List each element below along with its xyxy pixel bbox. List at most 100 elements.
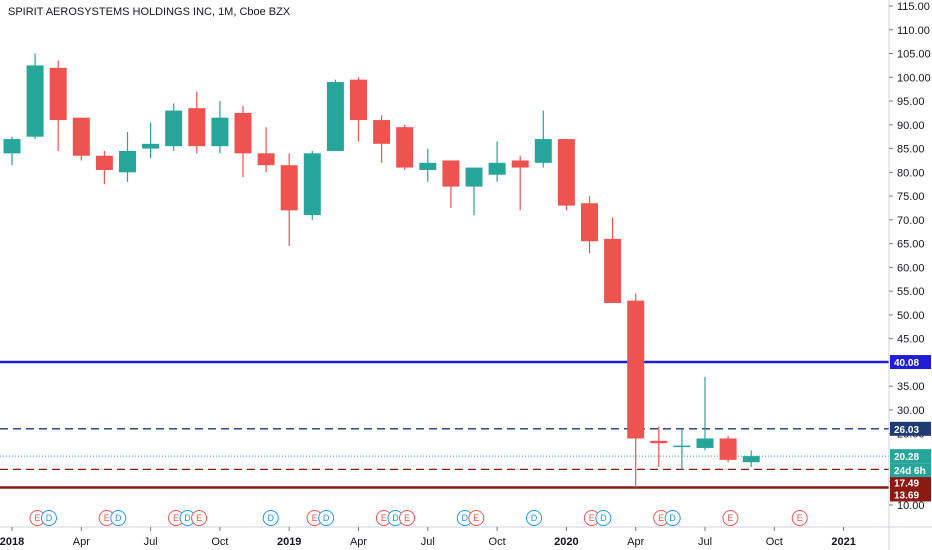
badge-letter: E [104, 513, 110, 523]
earnings-badge[interactable]: E [399, 510, 416, 526]
badge-letter: D [600, 513, 607, 523]
dividend-badge[interactable]: D [318, 510, 335, 526]
y-tick-label: 45.00 [897, 334, 925, 346]
y-tick-label: 70.00 [897, 215, 925, 227]
price-label-13.69: 13.69 [890, 487, 931, 502]
candle [604, 217, 622, 304]
badge-letter: D [669, 513, 676, 523]
price-label-40.08-text: 40.08 [894, 358, 919, 369]
candle [119, 131, 136, 182]
candle-body [465, 167, 483, 187]
candle-body [650, 440, 668, 444]
badge-circle [595, 510, 612, 526]
badge-letter: E [473, 513, 479, 523]
candle [211, 101, 229, 154]
x-tick-label: Jul [698, 536, 712, 548]
dividend-badge[interactable]: D [40, 510, 57, 526]
badge-letter: D [184, 513, 191, 523]
earnings-badge[interactable]: E [583, 510, 600, 526]
candle-body [72, 117, 90, 156]
y-tick-label: 75.00 [897, 191, 925, 203]
candle [465, 167, 483, 216]
candle-body [673, 445, 691, 448]
candle [142, 122, 160, 159]
candle-body [26, 65, 44, 137]
dividend-badge[interactable]: D [456, 510, 473, 526]
candle-body [350, 79, 367, 121]
candlestick-series [3, 53, 760, 488]
dividend-badge[interactable]: D [595, 510, 612, 526]
price-label-13.69-text: 13.69 [894, 490, 919, 501]
earnings-badge[interactable]: E [168, 510, 185, 526]
dividend-badge[interactable]: D [110, 510, 127, 526]
candle-body [627, 300, 645, 439]
candle [419, 148, 437, 182]
candle-body [396, 127, 414, 168]
candle [257, 127, 275, 173]
price-label-26.03: 26.03 [890, 421, 931, 436]
y-tick-label: 55.00 [897, 286, 925, 298]
badge-letter: E [312, 513, 318, 523]
candle-body [534, 139, 552, 163]
candle-body [742, 456, 760, 463]
badge-circle [526, 510, 543, 526]
candle-body [257, 153, 275, 166]
dividend-badge[interactable]: D [262, 510, 279, 526]
x-tick-label: Jul [144, 536, 158, 548]
y-tick-label: 50.00 [897, 310, 925, 322]
candle [350, 77, 367, 142]
badge-letter: E [196, 513, 202, 523]
badge-letter: E [381, 513, 387, 523]
y-tick-label: 35.00 [897, 381, 925, 393]
y-tick-label: 85.00 [897, 144, 925, 156]
candle [534, 110, 552, 168]
y-tick-label: 115.00 [897, 1, 930, 13]
badge-circle [40, 510, 57, 526]
earnings-badge[interactable]: E [722, 510, 739, 526]
badge-letter: D [531, 513, 538, 523]
candle-body [3, 139, 21, 154]
price-label-17.49-text: 17.49 [894, 478, 919, 489]
dividend-badge[interactable]: D [664, 510, 681, 526]
candle-body [604, 238, 622, 304]
y-tick-label: 90.00 [897, 120, 925, 132]
y-tick-label: 100.00 [897, 72, 931, 84]
price-label-26.03-bg [890, 421, 931, 436]
candle [26, 53, 44, 140]
candle-body [442, 160, 460, 187]
candle [326, 79, 344, 151]
candle-body [581, 203, 598, 242]
candle [581, 196, 598, 254]
candle [72, 117, 90, 161]
earnings-badge[interactable]: E [791, 510, 808, 526]
badge-letter: D [462, 513, 469, 523]
x-tick-label: Apr [350, 536, 367, 548]
y-tick-label: 30.00 [897, 405, 925, 417]
dividend-badge[interactable]: D [526, 510, 543, 526]
y-tick-label: 110.00 [897, 25, 930, 37]
x-tick-label: Apr [73, 536, 90, 548]
candle-body [303, 153, 321, 216]
earnings-badge[interactable]: E [375, 510, 392, 526]
badge-letter: E [727, 513, 733, 523]
countdown-text: 24d 6h [894, 466, 926, 477]
badge-letter: E [34, 513, 40, 523]
horizontal-lines [0, 360, 889, 489]
badge-letter: E [173, 513, 179, 523]
candle-body [211, 117, 229, 147]
candle [488, 141, 506, 182]
x-tick-label: Oct [211, 536, 228, 548]
price-label-17.49: 17.49 [890, 475, 931, 490]
earnings-badge[interactable]: E [191, 510, 208, 526]
chart-title: SPIRIT AEROSYSTEMS HOLDINGS INC, 1M, Cbo… [8, 6, 291, 18]
earnings-badge[interactable]: E [468, 510, 485, 526]
price-label-20.28-text: 20.28 [894, 452, 919, 463]
candle [742, 450, 760, 467]
candle-body [119, 150, 136, 173]
x-tick-label: 2021 [831, 536, 855, 548]
candle-body [419, 162, 437, 170]
candle [3, 136, 21, 166]
badge-letter: E [589, 513, 595, 523]
